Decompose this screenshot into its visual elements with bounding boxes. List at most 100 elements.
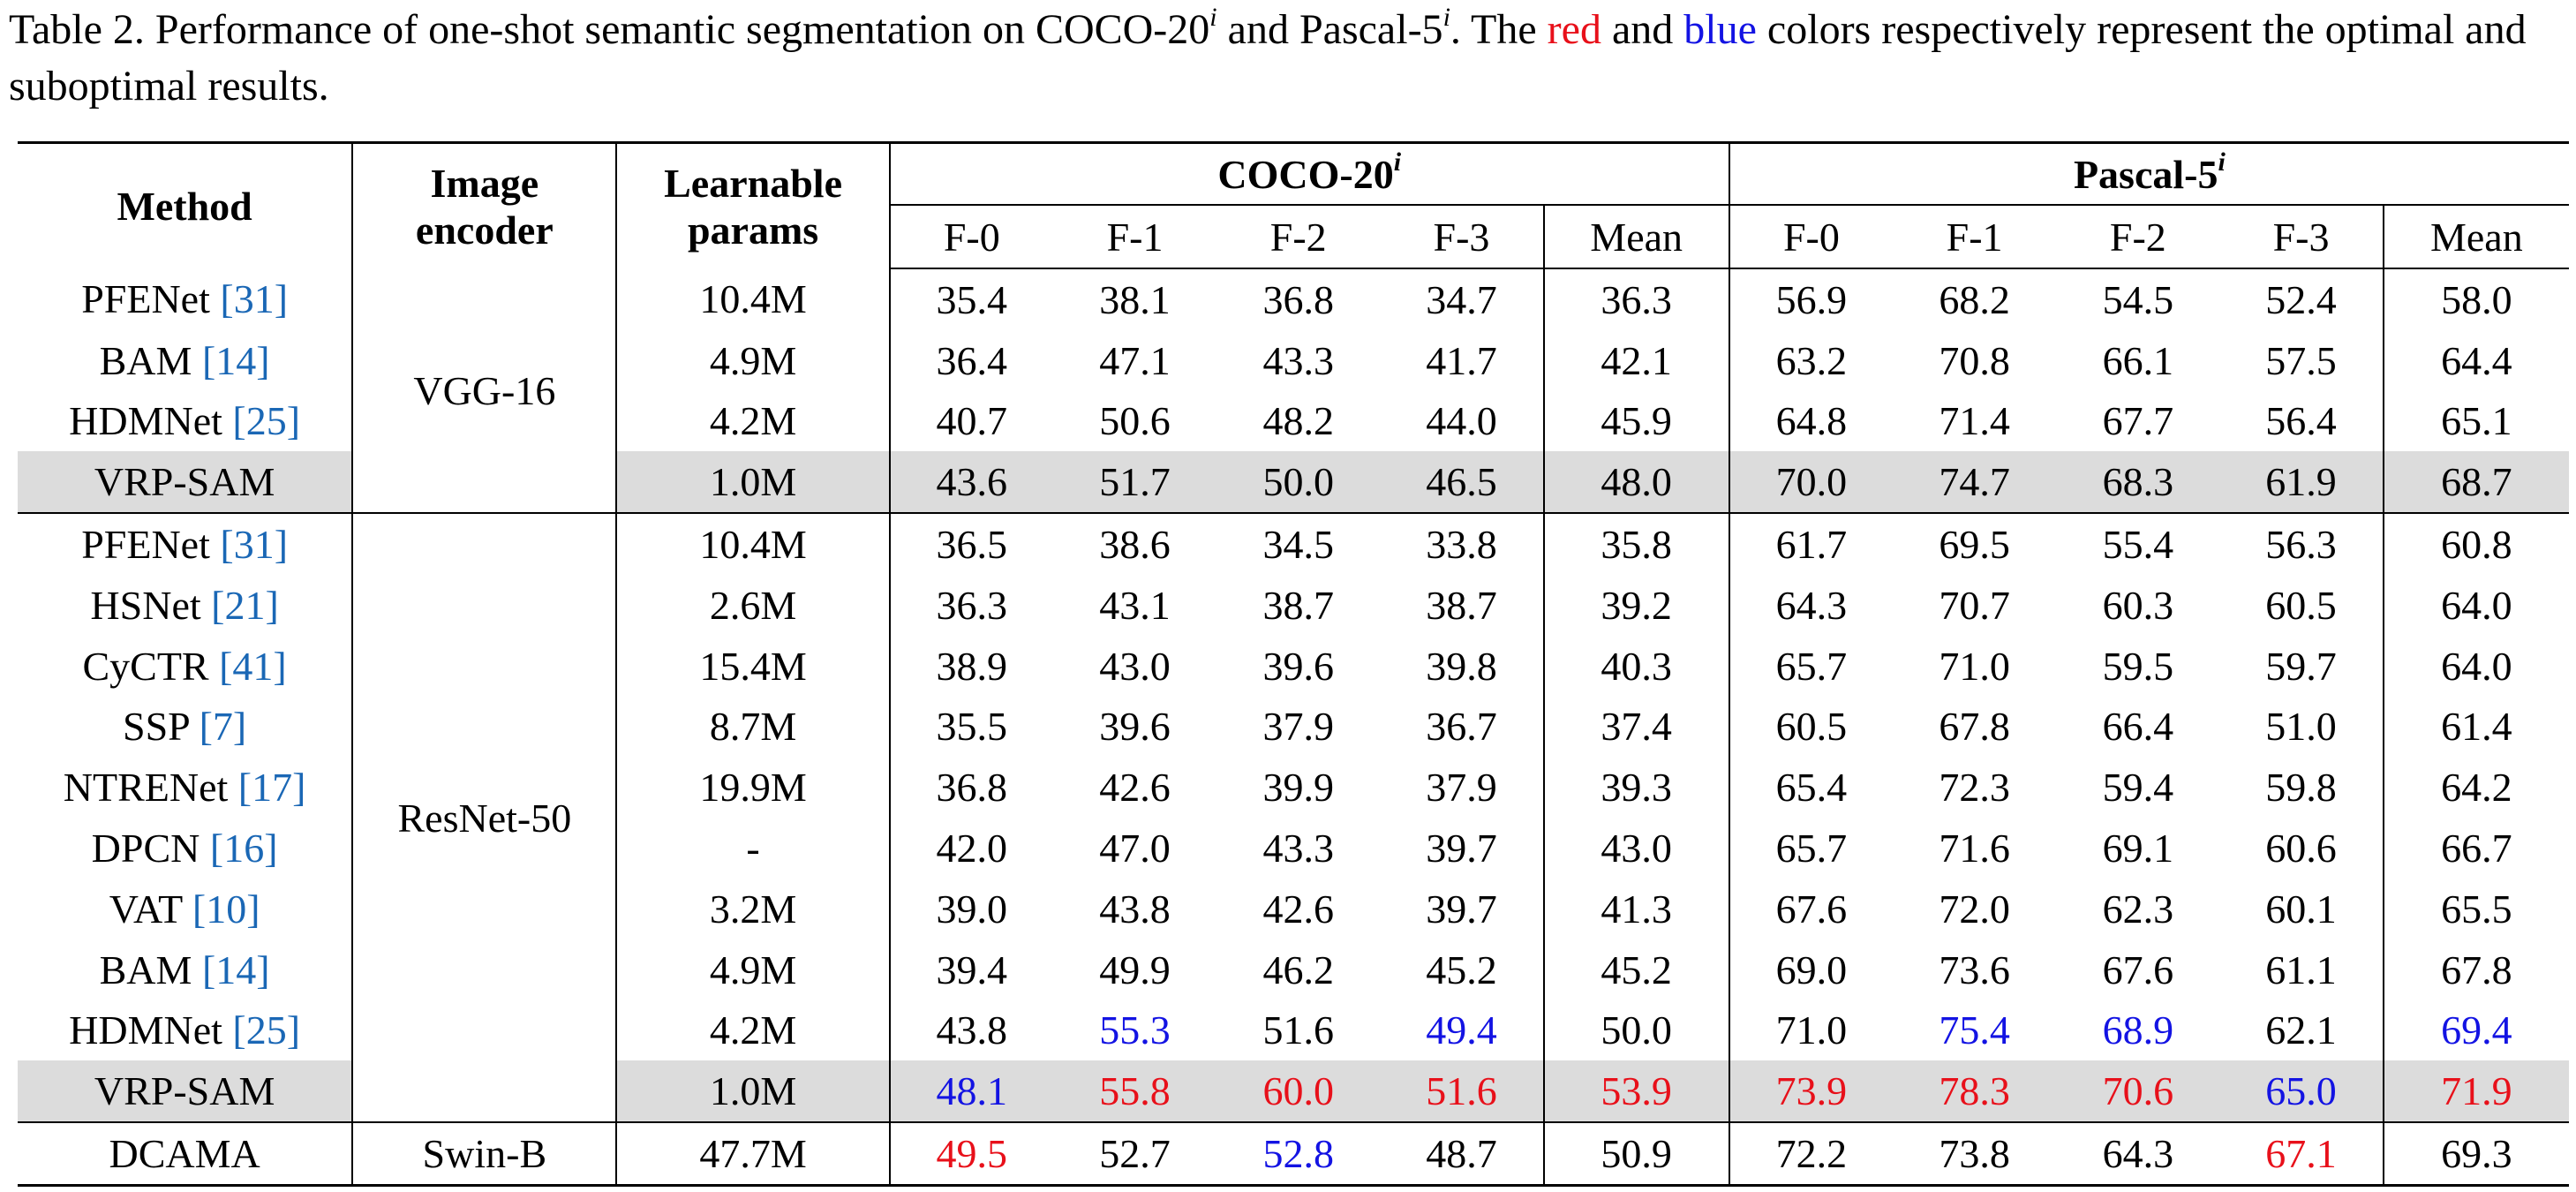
header-coco-mean: Mean — [1542, 204, 1729, 269]
params-cell: 10.4M — [615, 268, 890, 330]
coco-value-cell: 39.6 — [1262, 643, 1334, 689]
table-row: VRP-SAM 1.0M 48.1 55.8 60.0 51.6 53.9 73.9 78.3 7… — [18, 1060, 2569, 1123]
method-cell: HSNet [21] — [18, 575, 352, 636]
pascal-value-cell: 65.7 — [1728, 818, 1893, 879]
coco-value-cell: 41.3 — [1542, 878, 1729, 939]
coco-value-cell: 39.4 — [888, 939, 1053, 1000]
coco-value-cell: 50.9 — [1542, 1121, 1729, 1187]
pascal-value-cell: 71.4 — [1939, 398, 2010, 444]
coco-value-cell: 48.7 — [1380, 1121, 1544, 1187]
coco-value-cell: 33.8 — [1380, 512, 1544, 575]
method-name: HSNet — [90, 582, 212, 628]
header-coco-group: COCO-20i — [888, 141, 1729, 205]
coco-value-cell: 46.2 — [1262, 947, 1334, 992]
pascal-value-cell: 60.8 — [2382, 512, 2569, 575]
header-coco-fold: F-2 — [1216, 204, 1381, 269]
results-table: Method Image encoder Learnable params COCO… — [18, 141, 2569, 1187]
pascal-value-cell: 65.1 — [2382, 390, 2569, 452]
table-row: PFENet [31] VGG-16 10.4M 35.4 38.1 36.8 34.7 36… — [18, 268, 2569, 514]
coco-value-cell: 36.3 — [888, 574, 1053, 636]
coco-value-cell: 48.1 — [888, 1060, 1053, 1123]
header-pascal-fold: F-0 — [1728, 204, 1893, 269]
method-name: PFENet — [81, 276, 221, 322]
params-cell: - — [615, 818, 890, 879]
results-body: PFENet [31] VGG-16 10.4M 35.4 38.1 36.8 34.7 36… — [18, 268, 2569, 1187]
pascal-value-cell: 59.7 — [2265, 643, 2337, 689]
pascal-value-cell: 68.3 — [2056, 451, 2220, 514]
coco-value-cell: 36.4 — [888, 329, 1053, 391]
pascal-value-cell: 57.5 — [2265, 337, 2337, 383]
method-name: SSP — [123, 704, 200, 750]
coco-value-cell: 52.7 — [1052, 1121, 1217, 1187]
coco-value-cell: 39.8 — [1426, 643, 1497, 689]
table-row: DPCN [16] -42.0 47.0 43.3 39.7 43.0 65.7 71.6 69… — [18, 818, 2569, 879]
method-cell: VRP-SAM — [18, 451, 353, 514]
pascal-value-cell: 65.4 — [1728, 757, 1893, 819]
coco-value-cell: 45.2 — [1542, 939, 1729, 1000]
coco-value-cell: 49.4 — [1426, 1007, 1497, 1053]
coco-value-cell: 51.6 — [1380, 1060, 1544, 1123]
header-pascal-group: Pascal-5i — [1728, 141, 2569, 205]
coco-value-cell: 35.4 — [888, 268, 1053, 330]
coco-value-cell: 43.8 — [888, 1000, 1053, 1061]
pascal-value-cell: 67.6 — [2102, 947, 2174, 992]
pascal-value-cell: 56.4 — [2265, 398, 2337, 444]
method-name: BAM — [99, 947, 202, 992]
pascal-value-cell: 72.3 — [1939, 765, 2010, 811]
citation-ref: [25] — [232, 1007, 301, 1053]
pascal-value-cell: 64.3 — [1728, 574, 1893, 636]
coco-value-cell: 38.9 — [888, 635, 1053, 697]
header-coco-fold: F-1 — [1052, 204, 1217, 269]
coco-value-cell: 39.2 — [1542, 574, 1729, 636]
pascal-value-cell: 68.2 — [1939, 276, 2010, 322]
coco-value-cell: 38.1 — [1099, 276, 1171, 322]
header-image-encoder: Image encoder — [351, 141, 617, 268]
coco-value-cell: 34.7 — [1426, 276, 1497, 322]
coco-value-cell: 51.6 — [1262, 1007, 1334, 1053]
params-cell: 3.2M — [615, 878, 890, 939]
method-cell: SSP [7] — [18, 697, 352, 758]
coco-value-cell: 37.9 — [1426, 765, 1497, 811]
coco-value-cell: 47.1 — [1099, 337, 1171, 383]
coco-value-cell: 55.3 — [1099, 1007, 1171, 1053]
method-cell: DCAMA — [18, 1121, 353, 1187]
pascal-value-cell: 58.0 — [2382, 268, 2569, 330]
coco-value-cell: 42.1 — [1542, 329, 1729, 391]
pascal-value-cell: 64.4 — [2382, 329, 2569, 391]
table-row: SSP [7] 8.7M 35.5 39.6 37.9 36.7 37.4 60.5 67.8 6… — [18, 696, 2569, 758]
coco-value-cell: 36.8 — [888, 757, 1053, 819]
params-cell: 15.4M — [615, 635, 890, 697]
method-name: PFENet — [81, 522, 221, 568]
header-pascal-fold: F-1 — [1893, 204, 2057, 269]
coco-value-cell: 46.5 — [1380, 451, 1544, 514]
coco-value-cell: 43.3 — [1262, 826, 1334, 871]
coco-value-cell: 38.6 — [1052, 512, 1217, 575]
pascal-value-cell: 72.0 — [1939, 886, 2010, 932]
pascal-value-cell: 60.6 — [2265, 826, 2337, 871]
coco-value-cell: 50.6 — [1099, 398, 1171, 444]
pascal-value-cell: 61.7 — [1728, 512, 1893, 575]
pascal-value-cell: 67.1 — [2219, 1121, 2384, 1187]
pascal-value-cell: 71.9 — [2382, 1060, 2569, 1123]
coco-value-cell: 40.3 — [1542, 635, 1729, 697]
encoder-cell: Swin-B — [351, 1121, 617, 1187]
pascal-value-cell: 66.7 — [2382, 818, 2569, 879]
coco-value-cell: 35.8 — [1542, 512, 1729, 575]
coco-value-cell: 43.0 — [1099, 643, 1171, 689]
coco-value-cell: 39.0 — [888, 878, 1053, 939]
coco-value-cell: 37.9 — [1262, 704, 1334, 750]
coco-value-cell: 45.9 — [1542, 390, 1729, 452]
encoder-cell: ResNet-50 — [351, 512, 617, 1123]
pascal-value-cell: 68.9 — [2102, 1007, 2174, 1053]
coco-value-cell: 40.7 — [888, 390, 1053, 452]
method-cell: VAT [10] — [18, 879, 352, 939]
pascal-value-cell: 70.6 — [2056, 1060, 2220, 1123]
table-row: BAM [14] 4.9M 36.4 47.1 43.3 41.7 42.1 63.2 70.8… — [18, 329, 2569, 391]
params-cell: 8.7M — [615, 696, 890, 758]
pascal-value-cell: 64.0 — [2382, 635, 2569, 697]
pascal-value-cell: 73.9 — [1728, 1060, 1893, 1123]
pascal-value-cell: 72.2 — [1728, 1121, 1893, 1187]
pascal-value-cell: 62.1 — [2265, 1007, 2337, 1053]
header-pascal-mean: Mean — [2382, 204, 2569, 269]
